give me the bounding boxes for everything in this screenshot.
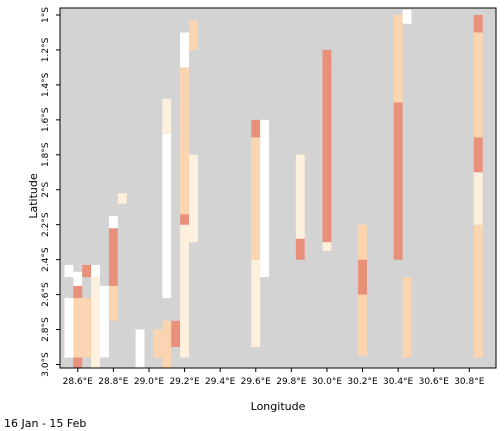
data-cell: [189, 154, 198, 243]
data-cell: [108, 285, 118, 321]
data-cell: [108, 215, 118, 229]
data-cell: [100, 285, 109, 358]
data-cell: [117, 193, 127, 204]
y-tick-label: 2°S: [41, 181, 51, 197]
data-cell: [473, 137, 483, 173]
data-cell: [162, 133, 172, 299]
data-cell: [162, 320, 172, 368]
data-cell: [171, 320, 181, 348]
data-cell: [322, 49, 332, 243]
data-cell: [180, 32, 190, 68]
x-tick-label: 29.4°E: [205, 377, 236, 387]
data-cell: [91, 277, 101, 368]
data-cell: [73, 357, 83, 368]
x-axis-label: Longitude: [251, 400, 306, 413]
x-tick-label: 30.0°E: [312, 377, 343, 387]
x-tick-label: 30.4°E: [383, 377, 414, 387]
data-cell: [358, 259, 367, 295]
x-tick-label: 30.2°E: [347, 377, 378, 387]
data-cell: [64, 264, 74, 278]
x-tick-label: 29.8°E: [276, 377, 307, 387]
data-cell: [91, 264, 101, 278]
data-cell: [73, 298, 83, 358]
x-tick-label: 29.2°E: [169, 377, 200, 387]
data-cell: [73, 285, 83, 299]
data-cell: [251, 259, 261, 348]
data-cell: [260, 119, 270, 278]
y-tick-label: 3.0°S: [41, 352, 51, 377]
y-tick-label: 2.6°S: [41, 282, 51, 307]
data-cell: [295, 154, 305, 239]
y-tick-label: 1°S: [41, 7, 51, 23]
data-cell: [180, 214, 190, 225]
data-cell: [295, 238, 305, 260]
data-cell: [82, 264, 92, 278]
data-cell: [402, 277, 412, 358]
data-cell: [108, 228, 118, 286]
data-cell: [180, 224, 190, 358]
data-cell: [473, 224, 483, 358]
map-plot-area: [60, 8, 496, 368]
data-cell: [64, 298, 74, 358]
data-cell: [135, 329, 145, 368]
y-tick-label: 1.2°S: [41, 37, 51, 62]
x-tick-label: 28.8°E: [98, 377, 129, 387]
y-axis: 1°S 1.2°S 1.4°S 1.6°S 1.8°S 2°S 2.2°S 2.4°S 2.6°…: [41, 7, 60, 377]
data-cell: [153, 329, 163, 358]
data-cell: [473, 14, 483, 33]
data-cell: [82, 298, 92, 358]
y-tick-label: 2.4°S: [41, 247, 51, 272]
x-tick-label: 29.6°E: [241, 377, 272, 387]
plot-border: [59, 7, 497, 369]
y-tick-label: 1.8°S: [41, 142, 51, 167]
y-tick-label: 1.6°S: [41, 107, 51, 132]
x-tick-label: 28.6°E: [63, 377, 94, 387]
data-cell: [73, 271, 83, 286]
data-cell: [393, 14, 403, 103]
y-tick-label: 2.8°S: [41, 317, 51, 342]
data-cell: [251, 137, 261, 260]
data-cell: [402, 9, 412, 24]
x-tick-label: 30.8°E: [454, 377, 485, 387]
y-axis-label: Latitude: [27, 173, 40, 219]
x-tick-label: 30.6°E: [419, 377, 450, 387]
data-cell: [473, 172, 483, 225]
y-tick-label: 1.4°S: [41, 72, 51, 97]
x-tick-label: 29.0°E: [134, 377, 165, 387]
x-axis: 28.6°E 28.8°E 29.0°E 29.2°E 29.4°E 29.6°E 29.8…: [63, 368, 485, 387]
data-cell: [162, 98, 172, 134]
data-cell: [473, 32, 483, 138]
data-cell: [180, 67, 190, 215]
data-cells: [64, 9, 483, 368]
data-cell: [393, 102, 403, 260]
y-tick-label: 2.2°S: [41, 212, 51, 237]
data-cell: [189, 20, 198, 50]
data-cell: [251, 119, 261, 138]
period-label: 16 Jan - 15 Feb: [4, 417, 87, 430]
